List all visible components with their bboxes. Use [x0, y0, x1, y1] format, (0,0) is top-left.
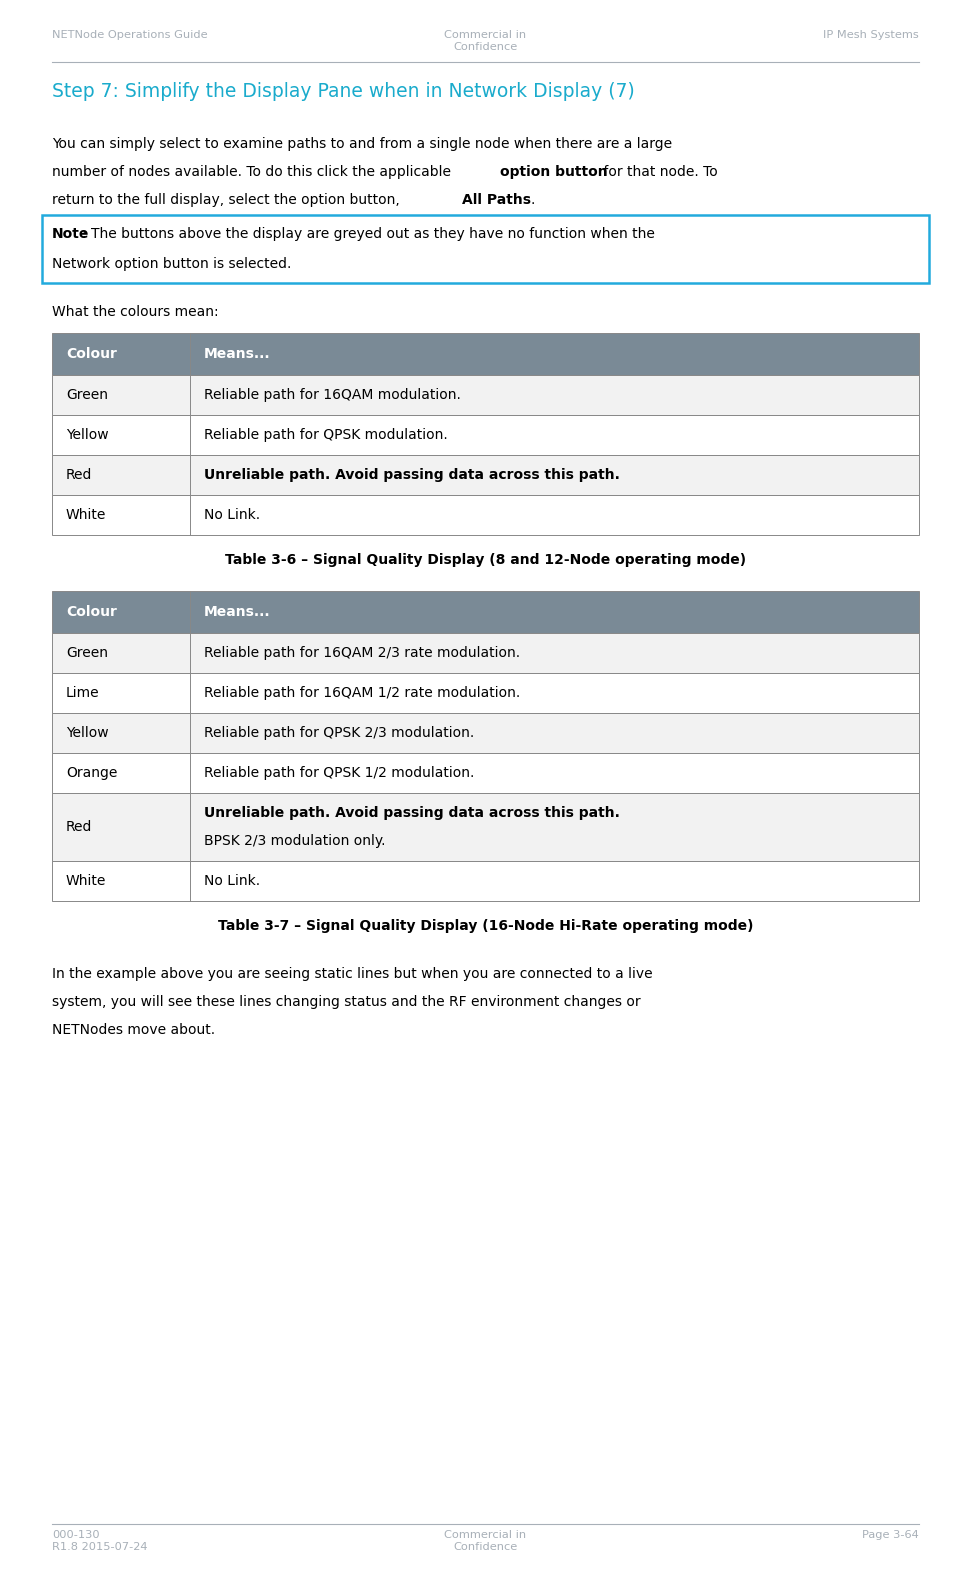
Text: IP Mesh Systems: IP Mesh Systems: [823, 30, 919, 39]
Text: Reliable path for QPSK 2/3 modulation.: Reliable path for QPSK 2/3 modulation.: [204, 726, 474, 740]
Text: option button: option button: [500, 165, 608, 179]
Bar: [52, 416, 919, 455]
Text: Note: Note: [52, 227, 89, 241]
Text: Reliable path for QPSK 1/2 modulation.: Reliable path for QPSK 1/2 modulation.: [204, 767, 475, 781]
Text: NETNode Operations Guide: NETNode Operations Guide: [52, 30, 208, 39]
Text: Lime: Lime: [66, 686, 100, 700]
Text: Yellow: Yellow: [66, 428, 109, 442]
Bar: [52, 633, 919, 674]
Text: Table 3-7 – Signal Quality Display (16-Node Hi-Rate operating mode): Table 3-7 – Signal Quality Display (16-N…: [218, 919, 753, 933]
Text: Colour: Colour: [66, 346, 117, 360]
Bar: [52, 793, 919, 861]
Text: Unreliable path. Avoid passing data across this path.: Unreliable path. Avoid passing data acro…: [204, 806, 619, 820]
Text: : The buttons above the display are greyed out as they have no function when the: : The buttons above the display are grey…: [83, 227, 655, 241]
Bar: [52, 334, 919, 375]
Text: 000-130
R1.8 2015-07-24: 000-130 R1.8 2015-07-24: [52, 1530, 148, 1552]
Text: Means...: Means...: [204, 604, 271, 619]
Text: Page 3-64: Page 3-64: [862, 1530, 919, 1539]
Text: Colour: Colour: [66, 604, 117, 619]
Text: Unreliable path. Avoid passing data across this path.: Unreliable path. Avoid passing data acro…: [204, 467, 619, 482]
Text: White: White: [66, 874, 107, 888]
Text: Green: Green: [66, 389, 108, 401]
Bar: [52, 752, 919, 793]
Text: Network option button is selected.: Network option button is selected.: [52, 257, 291, 271]
Bar: [52, 674, 919, 713]
Text: for that node. To: for that node. To: [599, 165, 718, 179]
Text: In the example above you are seeing static lines but when you are connected to a: In the example above you are seeing stat…: [52, 966, 653, 981]
Bar: [52, 375, 919, 416]
Text: Reliable path for 16QAM 1/2 rate modulation.: Reliable path for 16QAM 1/2 rate modulat…: [204, 686, 520, 700]
Text: system, you will see these lines changing status and the RF environment changes : system, you will see these lines changin…: [52, 995, 641, 1009]
Text: Reliable path for 16QAM modulation.: Reliable path for 16QAM modulation.: [204, 389, 461, 401]
Text: Reliable path for 16QAM 2/3 rate modulation.: Reliable path for 16QAM 2/3 rate modulat…: [204, 645, 520, 660]
Text: No Link.: No Link.: [204, 508, 260, 523]
Text: No Link.: No Link.: [204, 874, 260, 888]
Text: NETNodes move about.: NETNodes move about.: [52, 1023, 216, 1037]
Text: All Paths: All Paths: [462, 194, 531, 208]
Text: Table 3-6 – Signal Quality Display (8 and 12-Node operating mode): Table 3-6 – Signal Quality Display (8 an…: [225, 552, 746, 567]
Text: You can simply select to examine paths to and from a single node when there are : You can simply select to examine paths t…: [52, 137, 672, 151]
Text: return to the full display, select the option button,: return to the full display, select the o…: [52, 194, 404, 208]
Text: Means...: Means...: [204, 346, 271, 360]
Text: Step 7: Simplify the Display Pane when in Network Display (7): Step 7: Simplify the Display Pane when i…: [52, 82, 635, 101]
Text: Commercial in
Confidence: Commercial in Confidence: [445, 30, 526, 52]
Bar: [52, 455, 919, 494]
Text: Red: Red: [66, 820, 92, 834]
Text: Green: Green: [66, 645, 108, 660]
Text: .: .: [531, 194, 535, 208]
Text: Reliable path for QPSK modulation.: Reliable path for QPSK modulation.: [204, 428, 448, 442]
Bar: [52, 713, 919, 752]
Bar: [52, 861, 919, 900]
Text: White: White: [66, 508, 107, 523]
Text: Yellow: Yellow: [66, 726, 109, 740]
Text: BPSK 2/3 modulation only.: BPSK 2/3 modulation only.: [204, 834, 385, 848]
Text: Commercial in
Confidence: Commercial in Confidence: [445, 1530, 526, 1552]
Text: number of nodes available. To do this click the applicable: number of nodes available. To do this cl…: [52, 165, 455, 179]
Text: Orange: Orange: [66, 767, 117, 781]
Bar: [52, 590, 919, 633]
Bar: [42, 216, 929, 283]
Text: What the colours mean:: What the colours mean:: [52, 305, 218, 320]
Bar: [52, 494, 919, 535]
Text: Red: Red: [66, 467, 92, 482]
